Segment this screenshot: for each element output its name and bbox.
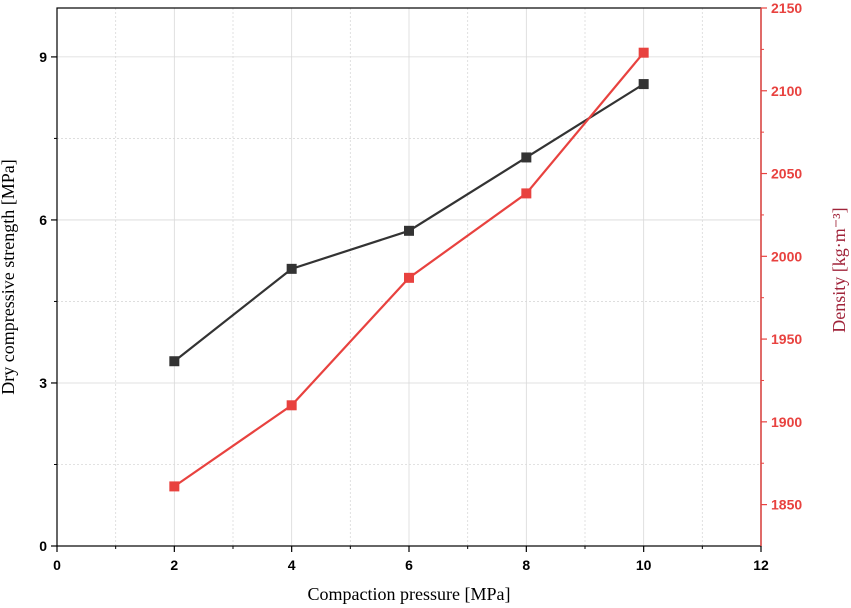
density-point <box>404 272 414 283</box>
x-tick-label: 12 <box>753 557 769 573</box>
strength-point <box>638 79 649 90</box>
x-tick-label: 0 <box>53 557 61 573</box>
density-point <box>286 400 297 411</box>
y-right-tick-label: 1850 <box>771 497 802 513</box>
y-right-tick-label: 1950 <box>771 331 802 347</box>
strength-point <box>404 225 414 236</box>
right-y-axis-title: Density [kg·m⁻³] <box>829 207 849 332</box>
y-right-tick-label: 2000 <box>771 248 802 264</box>
strength-point <box>286 263 297 274</box>
density-point <box>638 47 649 58</box>
y-right-tick-label: 2050 <box>771 166 802 182</box>
y-left-tick-label: 9 <box>39 49 47 65</box>
y-left-tick-label: 3 <box>39 375 47 391</box>
left-y-axis-title: Dry compressive strength [MPa] <box>0 159 18 394</box>
strength-point <box>521 152 532 163</box>
x-tick-label: 2 <box>170 557 178 573</box>
series <box>169 47 649 492</box>
density-point <box>169 481 180 492</box>
x-tick-label: 4 <box>288 557 296 573</box>
x-axis-title: Compaction pressure [MPa] <box>308 584 511 604</box>
y-left-tick-label: 0 <box>39 538 47 554</box>
strength-point <box>169 356 180 367</box>
y-right-tick-label: 1900 <box>771 414 802 430</box>
density-point <box>521 188 532 199</box>
y-right-tick-label: 2100 <box>771 83 802 99</box>
x-tick-label: 6 <box>405 557 413 573</box>
y-left-tick-label: 6 <box>39 212 47 228</box>
ticks: 0 2 4 6 8 10 12 0 3 6 9 1850 1900 1950 2000 2050 2100 215… <box>39 0 802 573</box>
x-tick-label: 10 <box>636 557 652 573</box>
x-tick-label: 8 <box>522 557 530 573</box>
y-right-tick-label: 2150 <box>771 0 802 16</box>
